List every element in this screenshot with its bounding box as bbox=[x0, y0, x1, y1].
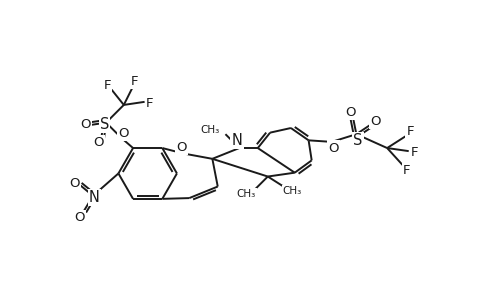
Text: N: N bbox=[89, 190, 100, 205]
Text: O: O bbox=[328, 141, 338, 154]
Text: O: O bbox=[118, 127, 128, 140]
Text: S: S bbox=[100, 117, 109, 132]
Text: O: O bbox=[370, 114, 381, 128]
Text: CH₃: CH₃ bbox=[200, 125, 220, 135]
Text: N: N bbox=[232, 133, 242, 148]
Text: O: O bbox=[80, 118, 90, 131]
Text: F: F bbox=[104, 79, 112, 92]
Text: O: O bbox=[70, 177, 80, 190]
Text: O: O bbox=[346, 106, 356, 119]
Text: F: F bbox=[410, 146, 418, 159]
Text: F: F bbox=[406, 125, 414, 138]
Text: CH₃: CH₃ bbox=[236, 189, 256, 199]
Text: CH₃: CH₃ bbox=[283, 186, 302, 196]
Text: O: O bbox=[74, 211, 85, 224]
Text: O: O bbox=[93, 136, 104, 149]
Text: S: S bbox=[353, 133, 362, 148]
Text: F: F bbox=[146, 97, 154, 110]
Text: F: F bbox=[402, 164, 410, 177]
Text: F: F bbox=[131, 75, 138, 88]
Text: O: O bbox=[176, 141, 187, 154]
